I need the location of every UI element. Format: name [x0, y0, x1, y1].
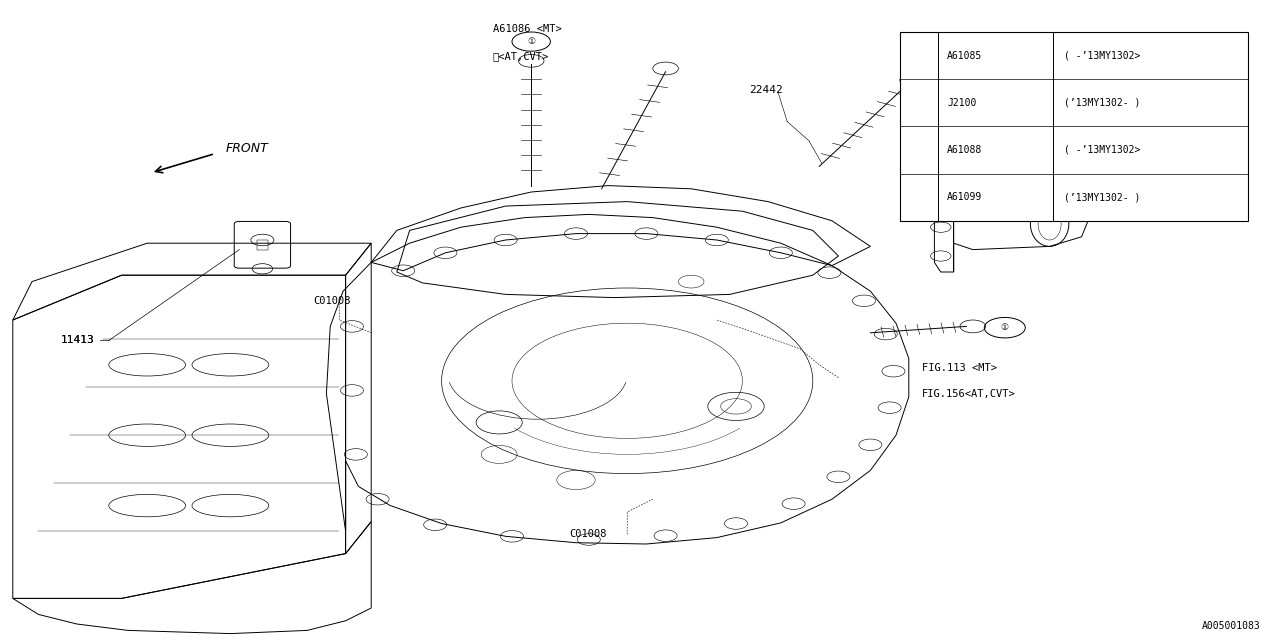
Text: ( -’13MY1302>: ( -’13MY1302>: [1064, 145, 1140, 155]
Text: A61099: A61099: [947, 192, 983, 202]
Text: FIG.113 <MT>: FIG.113 <MT>: [922, 363, 997, 373]
Text: 11413: 11413: [61, 335, 95, 346]
Text: C01008: C01008: [570, 529, 607, 540]
Text: A61088: A61088: [947, 145, 983, 155]
Text: ②<AT,CVT>: ②<AT,CVT>: [1068, 102, 1124, 113]
Text: 22442: 22442: [749, 84, 782, 95]
Text: FRONT: FRONT: [225, 141, 268, 155]
Text: (’13MY1302- ): (’13MY1302- ): [1064, 192, 1140, 202]
Text: J2100: J2100: [947, 98, 977, 108]
Text: FIG.093: FIG.093: [1075, 196, 1123, 207]
Text: FIG.156<AT,CVT>: FIG.156<AT,CVT>: [922, 388, 1015, 399]
Text: (’13MY1302- ): (’13MY1302- ): [1064, 98, 1140, 108]
Text: ①: ①: [1001, 323, 1009, 332]
Text: C01008: C01008: [314, 296, 351, 306]
Text: 11413: 11413: [61, 335, 95, 346]
Text: A61085: A61085: [947, 51, 983, 61]
Bar: [900, 32, 1248, 221]
Text: ( -’13MY1302>: ( -’13MY1302>: [1064, 51, 1140, 61]
Text: A61086 <MT>: A61086 <MT>: [493, 24, 562, 34]
Text: ①: ①: [527, 37, 535, 46]
Text: A005001083: A005001083: [1202, 621, 1261, 631]
Text: 2: 2: [916, 145, 922, 154]
Text: ①<AT,CVT>: ①<AT,CVT>: [493, 51, 549, 61]
Text: 1: 1: [916, 51, 922, 60]
Text: A61086 <MT>: A61086 <MT>: [1068, 75, 1137, 85]
